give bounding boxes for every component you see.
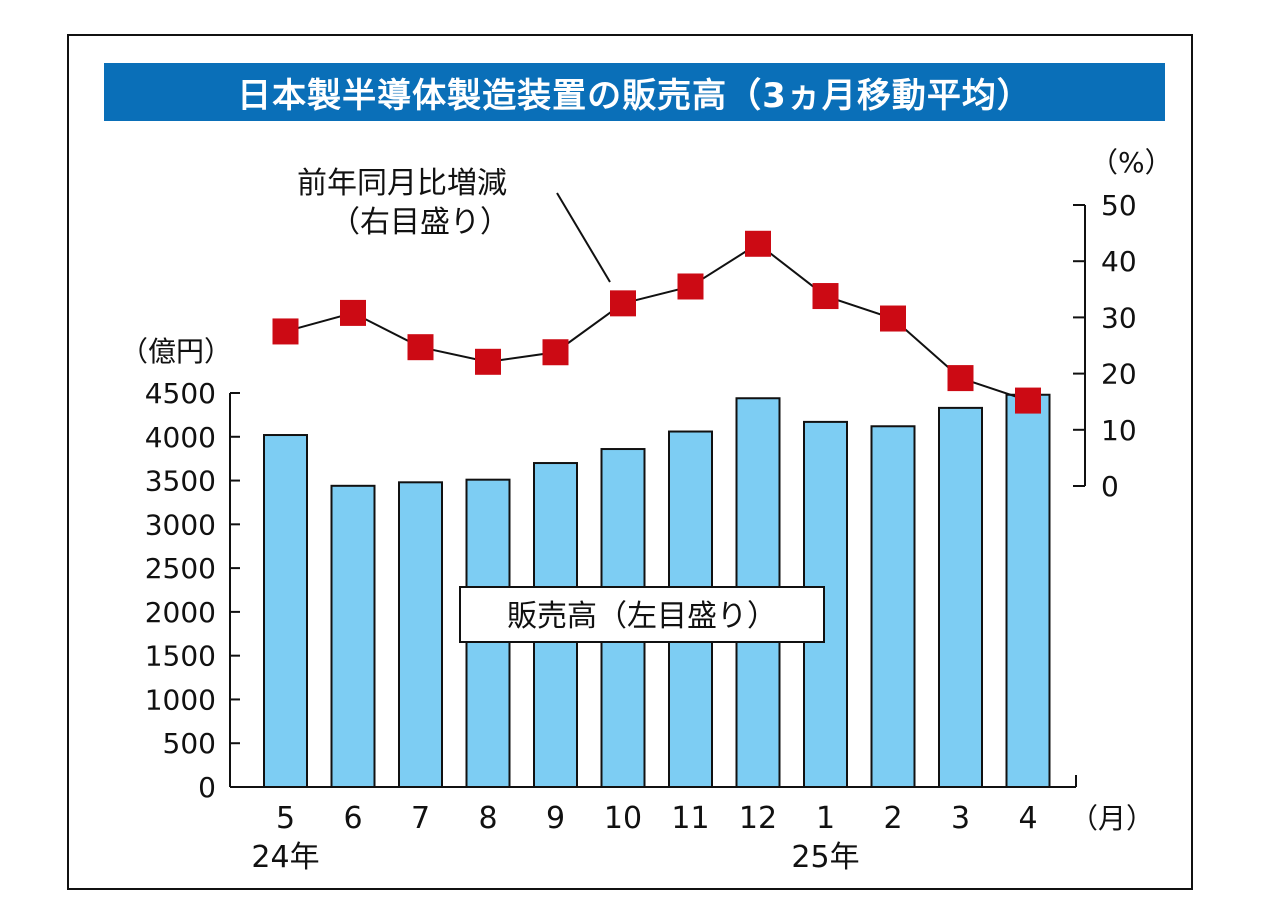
left-tick-label: 2500 [145,552,216,585]
yoy-marker [610,290,636,317]
x-tick-label: 3 [951,801,970,836]
x-tick-label: 4 [1018,801,1037,836]
x-tick-label: 8 [478,801,497,836]
left-tick-label: 2000 [145,596,216,629]
line-series-sublabel: （右目盛り） [330,205,510,240]
right-tick-label: 0 [1101,470,1119,503]
yoy-marker [272,318,299,345]
yoy-marker [340,299,366,326]
left-tick-label: 4000 [145,421,216,454]
bar-label-box [459,586,825,643]
year-label: 24年 [251,840,319,875]
x-tick-label: 11 [671,801,709,836]
yoy-marker [745,230,771,257]
bar [330,484,376,788]
bar [398,481,443,788]
x-tick-label: 9 [546,801,565,836]
yoy-marker [542,339,569,366]
left-tick-label: 3500 [145,465,216,498]
left-tick-label: 1000 [145,683,216,716]
year-label: 25年 [791,840,859,875]
yoy-marker [1015,387,1041,414]
left-tick-label: 4500 [145,377,216,410]
yoy-marker [677,273,704,300]
x-tick-label: 6 [343,801,362,836]
bar [938,406,983,788]
x-tick-label: 2 [883,801,902,836]
bar [870,425,916,788]
left-tick-label: 500 [163,727,216,760]
x-tick-label: 5 [276,801,295,836]
right-tick-label: 50 [1101,189,1137,222]
line-series-label: 前年同月比増減 [297,166,507,201]
yoy-marker [812,283,839,310]
x-axis-unit: （月） [1070,802,1154,835]
yoy-line [285,242,1029,402]
left-tick-label: 0 [198,771,216,804]
bar-series-label: 販売高（左目盛り） [507,599,777,634]
right-tick-label: 10 [1101,414,1137,447]
chart-title: 日本製半導体製造装置の販売高（3ヵ月移動平均） [104,63,1165,121]
left-tick-label: 3000 [145,508,216,541]
right-tick-label: 30 [1101,301,1137,334]
bar [263,434,308,788]
x-tick-label: 7 [411,801,430,836]
yoy-marker [475,348,501,375]
left-axis-unit: （億円） [120,335,232,368]
yoy-marker [407,334,434,361]
bar [1005,393,1051,788]
right-tick-label: 20 [1101,358,1137,391]
x-tick-label: 1 [816,801,835,836]
left-tick-label: 1500 [145,640,216,673]
yoy-marker [880,305,906,332]
right-tick-label: 40 [1101,245,1137,278]
line-label-leader [556,192,611,283]
x-tick-label: 10 [604,801,642,836]
yoy-marker [947,365,974,392]
right-axis-unit: （%） [1090,146,1173,179]
x-tick-label: 12 [739,801,777,836]
